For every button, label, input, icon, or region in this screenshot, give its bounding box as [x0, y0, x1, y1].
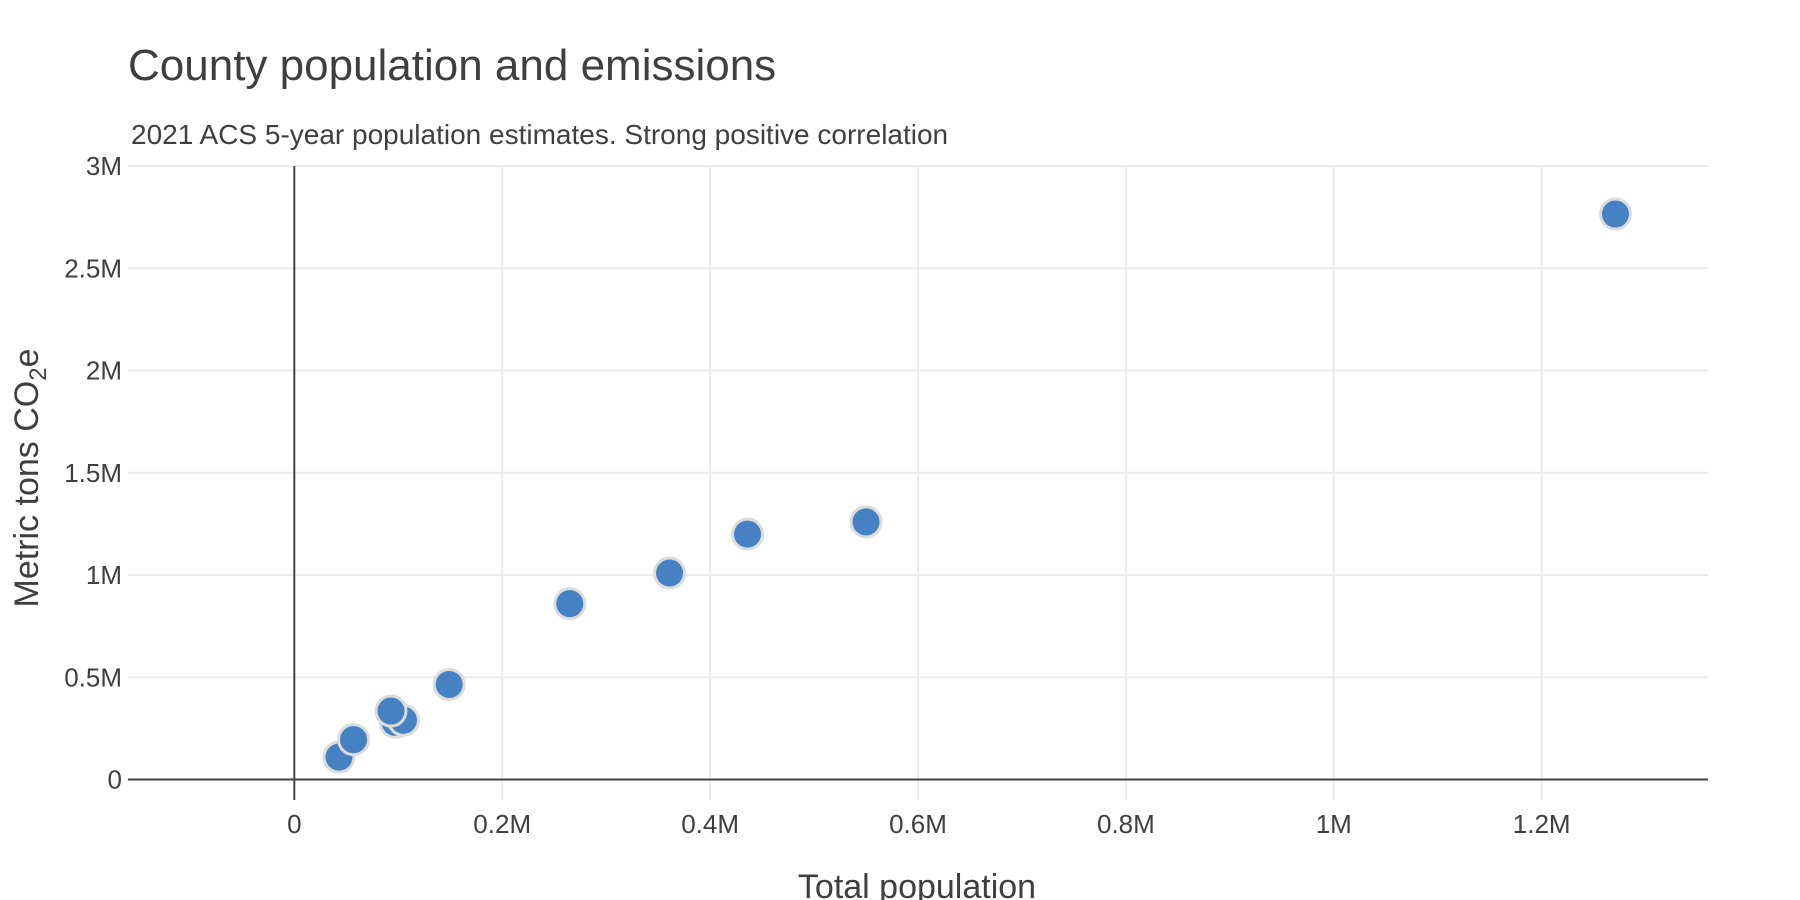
- x-tick-label: 0.4M: [681, 809, 739, 839]
- data-point[interactable]: [849, 505, 883, 539]
- y-tick-label: 1M: [86, 560, 122, 590]
- data-point[interactable]: [731, 517, 765, 551]
- y-tick-label: 3M: [86, 151, 122, 181]
- y-tick-label: 1.5M: [64, 458, 122, 488]
- y-tick-label: 0: [108, 765, 122, 795]
- x-tick-label: 1M: [1316, 809, 1352, 839]
- data-point[interactable]: [432, 667, 466, 701]
- axes: [128, 166, 1708, 800]
- y-axis-title-main: Metric tons CO: [8, 381, 46, 608]
- y-axis-title-subscript: 2: [25, 367, 52, 380]
- x-tick-label: 1.2M: [1513, 809, 1571, 839]
- x-tick-label: 0.2M: [473, 809, 531, 839]
- y-tick-label: 2M: [86, 356, 122, 386]
- y-tick-label: 2.5M: [64, 253, 122, 283]
- y-axis-title: Metric tons CO2e: [8, 349, 52, 608]
- grid: [128, 165, 1708, 800]
- data-point[interactable]: [374, 694, 408, 728]
- x-tick-label: 0.8M: [1097, 809, 1155, 839]
- data-point[interactable]: [1598, 197, 1632, 231]
- chart-subtitle: 2021 ACS 5-year population estimates. St…: [131, 119, 948, 150]
- tick-labels: 0 0.2M 0.4M 0.6M 0.8M 1M 1.2M 0 0.5M 1M 1.5M 2M 2.5M…: [64, 151, 1570, 839]
- y-tick-label: 0.5M: [64, 662, 122, 692]
- x-tick-label: 0: [287, 809, 301, 839]
- data-point[interactable]: [553, 587, 587, 621]
- x-tick-label: 0.6M: [889, 809, 947, 839]
- data-points: [322, 197, 1632, 774]
- data-point[interactable]: [653, 556, 687, 590]
- data-point[interactable]: [337, 723, 371, 757]
- chart-title: County population and emissions: [128, 41, 776, 90]
- y-axis-title-tail: e: [8, 349, 46, 368]
- x-axis-title: Total population: [798, 868, 1036, 900]
